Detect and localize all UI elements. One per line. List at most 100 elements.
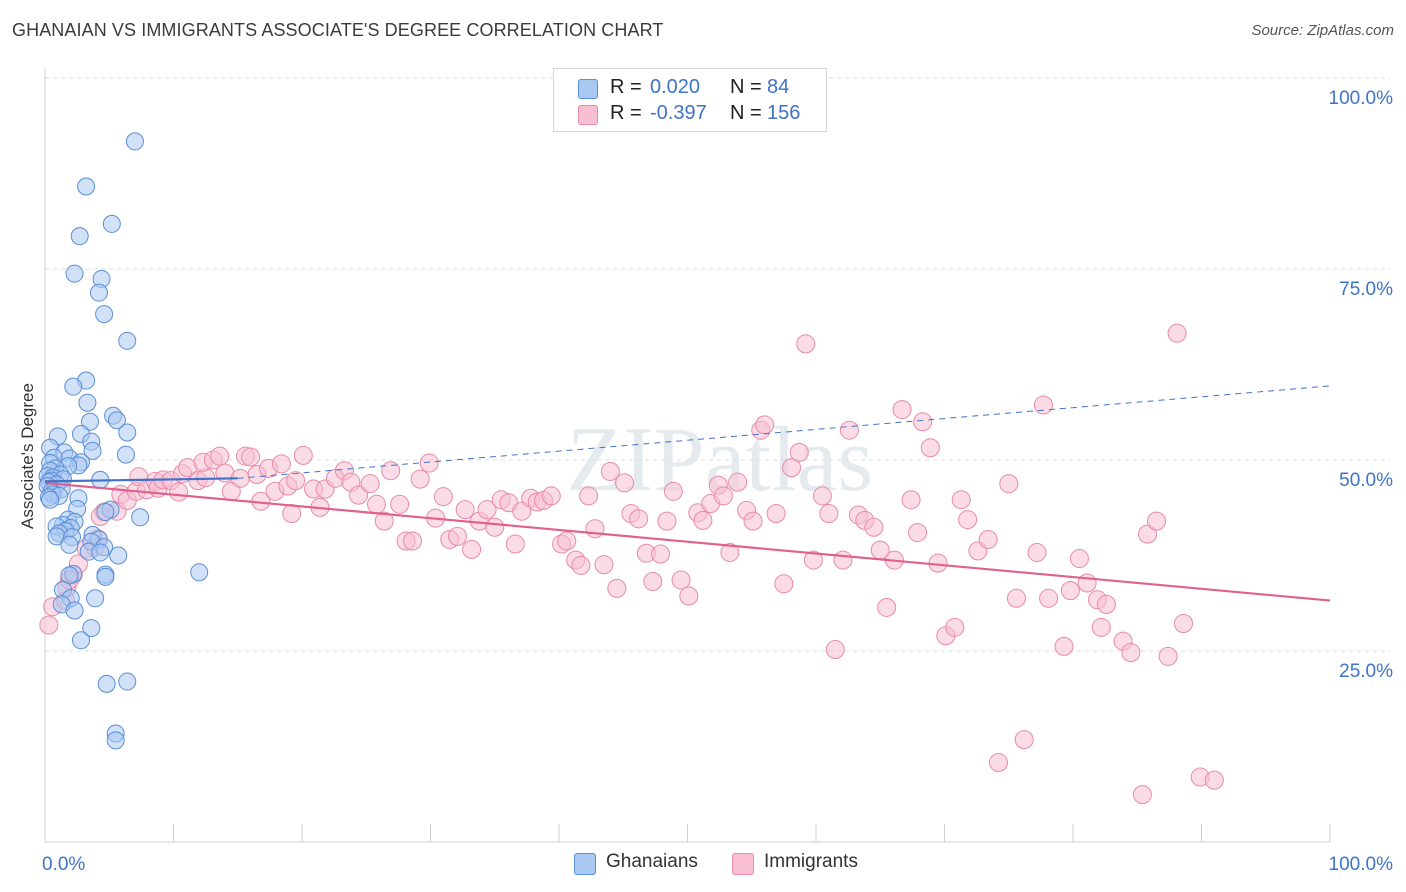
grid-lines <box>45 77 1390 652</box>
immigrant-point <box>367 494 387 514</box>
ghanaian-point <box>78 393 97 412</box>
immigrant-point <box>755 415 775 435</box>
immigrant-point <box>671 570 691 590</box>
n-label: N = <box>730 76 762 98</box>
immigrant-point <box>1014 730 1034 750</box>
immigrant-point <box>892 400 912 420</box>
y-tick-label: 75.0% <box>1339 279 1393 300</box>
legend-label-ghanaians: Ghanaians <box>606 851 698 872</box>
immigrant-point <box>585 519 605 539</box>
immigrant-point <box>945 617 965 637</box>
ghanaian-point <box>97 674 116 693</box>
y-tick-label: 25.0% <box>1339 661 1393 682</box>
immigrant-point <box>485 517 505 537</box>
ghanaians-trend-line <box>44 477 238 483</box>
immigrant-point <box>796 334 816 354</box>
immigrant-point <box>839 420 859 440</box>
immigrant-point <box>782 458 802 478</box>
immigrant-point <box>951 490 971 510</box>
immigrant-point <box>455 500 475 520</box>
immigrant-point <box>693 510 713 530</box>
ghanaian-point <box>82 619 101 638</box>
immigrant-point <box>803 550 823 570</box>
ghanaian-point <box>80 412 99 431</box>
ghanaians-swatch <box>578 79 598 99</box>
y-axis-label: Associate's Degree <box>18 383 37 529</box>
ghanaian-point <box>125 132 144 151</box>
immigrant-point <box>864 517 884 537</box>
immigrant-point <box>812 486 832 506</box>
immigrant-point <box>833 550 853 570</box>
immigrant-point <box>403 531 423 551</box>
immigrant-point <box>766 503 786 523</box>
ghanaian-point <box>96 502 115 521</box>
immigrant-point <box>913 412 933 432</box>
immigrant-point <box>1091 617 1111 637</box>
immigrant-point <box>920 438 940 458</box>
immigrant-point <box>819 503 839 523</box>
immigrant-point <box>579 486 599 506</box>
immigrant-point <box>728 472 748 492</box>
n-label: N = <box>730 102 762 124</box>
immigrant-point <box>908 523 928 543</box>
immigrant-point <box>241 447 261 467</box>
ghanaian-point <box>60 535 79 554</box>
correlation-legend: R = 0.020 N = 84 R = -0.397 N = 156 <box>553 68 827 132</box>
chart-title: GHANAIAN VS IMMIGRANTS ASSOCIATE'S DEGRE… <box>12 20 664 40</box>
immigrant-point <box>743 511 763 531</box>
immigrant-point <box>169 482 189 502</box>
immigrant-point <box>789 442 809 462</box>
immigrant-point <box>557 531 577 551</box>
immigrant-point <box>1121 643 1141 663</box>
immigrant-point <box>978 529 998 549</box>
immigrant-point <box>774 574 794 594</box>
immigrant-point <box>1147 511 1167 531</box>
immigrant-point <box>286 471 306 491</box>
ghanaian-point <box>95 305 114 324</box>
immigrant-points <box>39 323 1224 805</box>
ghanaian-point <box>71 631 90 650</box>
immigrant-point <box>293 445 313 465</box>
immigrant-point <box>1204 770 1224 790</box>
immigrant-point <box>607 578 627 598</box>
ghanaian-point <box>83 441 102 460</box>
immigrant-point <box>410 469 430 489</box>
ghanaian-point <box>64 377 83 396</box>
immigrant-point <box>360 474 380 494</box>
immigrant-point <box>349 485 369 505</box>
ghanaian-point <box>107 411 126 430</box>
immigrant-point <box>657 511 677 531</box>
immigrant-point <box>713 486 733 506</box>
ghanaian-point <box>70 227 89 246</box>
ghanaian-point <box>96 567 115 586</box>
x-tick-label: 100.0% <box>1329 854 1394 875</box>
ghanaian-point <box>86 589 105 608</box>
ghanaian-point <box>118 331 137 350</box>
immigrant-point <box>1096 594 1116 614</box>
r-value: 0.020 <box>650 76 701 98</box>
immigrant-point <box>643 571 663 591</box>
immigrant-point <box>825 639 845 659</box>
immigrant-point <box>1138 524 1158 544</box>
immigrant-point <box>999 474 1019 494</box>
immigrant-point <box>541 486 561 506</box>
immigrant-point <box>1039 588 1059 608</box>
immigrant-point <box>447 526 467 546</box>
ghanaian-point <box>116 445 135 464</box>
immigrant-point <box>433 487 453 507</box>
immigrant-point <box>720 542 740 562</box>
r-value: -0.397 <box>650 102 707 124</box>
immigrant-point <box>39 615 59 635</box>
n-value: 156 <box>767 102 801 124</box>
ghanaian-point <box>41 490 60 509</box>
ghanaian-point <box>77 177 96 196</box>
immigrant-point <box>877 597 897 617</box>
r-label: R = <box>610 76 642 98</box>
ghanaian-point <box>91 543 110 562</box>
immigrant-point <box>271 454 291 474</box>
immigrant-point <box>901 490 921 510</box>
ghanaian-point <box>131 508 150 527</box>
immigrant-point <box>1060 581 1080 601</box>
tick-labels: 25.0% 50.0% 75.0% 100.0% 0.0% 100.0% <box>42 88 1393 875</box>
